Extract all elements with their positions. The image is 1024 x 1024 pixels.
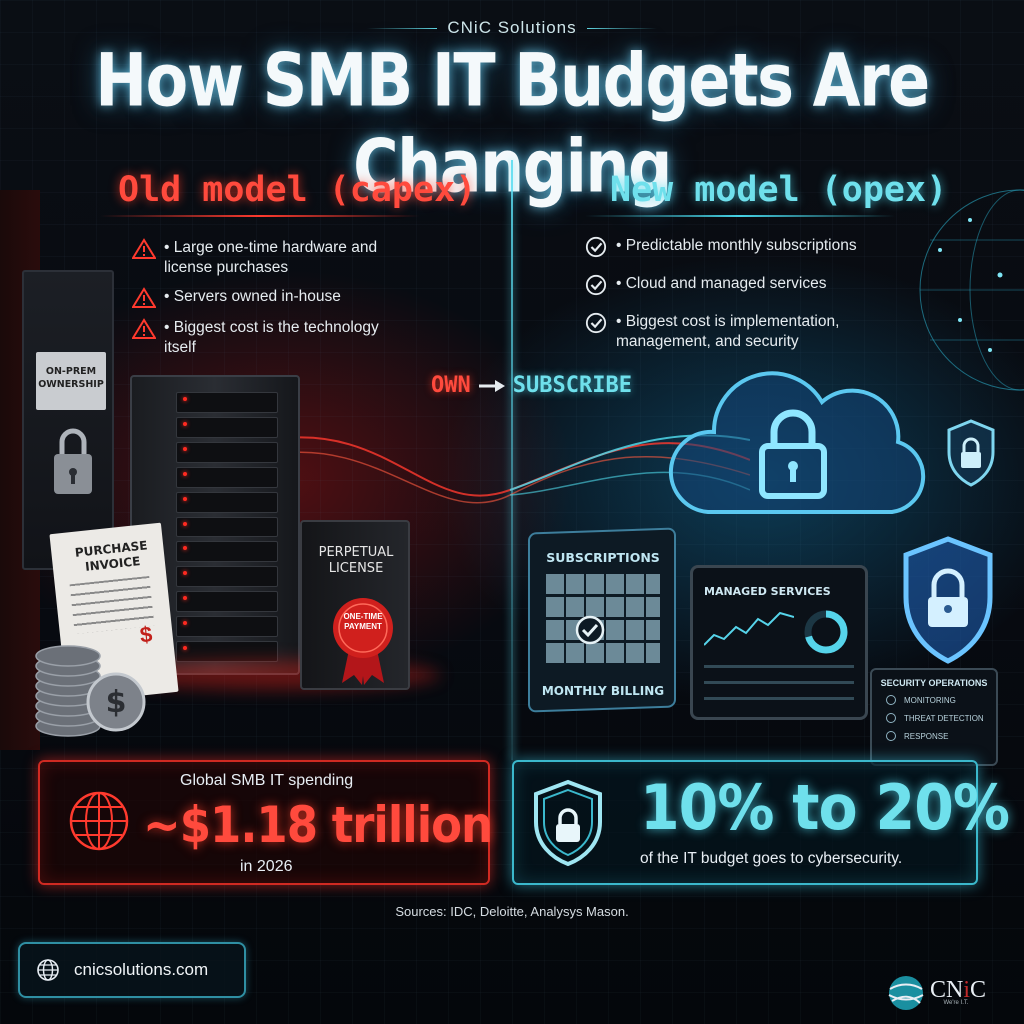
- list-item: • Servers owned in-house: [132, 287, 402, 309]
- center-divider: [511, 160, 513, 760]
- shield-lock-icon: [947, 419, 995, 487]
- spending-label: Global SMB IT spending: [180, 772, 354, 789]
- list-item: • Cloud and managed services: [584, 274, 864, 296]
- security-description: of the IT budget goes to cybersecurity.: [640, 850, 903, 867]
- datacenter-door: [22, 270, 114, 570]
- brand-name: CNiC Solutions: [447, 18, 577, 37]
- new-model-heading: New model (opex): [610, 170, 948, 210]
- spending-stat-card: [38, 760, 490, 885]
- brand-header: CNiC Solutions: [0, 18, 1024, 38]
- globe-network-graphic: [919, 189, 1024, 391]
- response-icon: [886, 731, 896, 741]
- cnic-logo: CNiC We're I.T.: [886, 968, 1008, 1018]
- spending-year: in 2026: [240, 858, 293, 875]
- coins-icon: $: [35, 645, 146, 737]
- security-value: 10% to 20%: [640, 772, 1010, 845]
- subscribe-label: SUBSCRIBE: [512, 373, 632, 398]
- license-label: PERPETUAL LICENSE: [318, 545, 394, 576]
- shield-lock-icon: [903, 536, 993, 664]
- list-item: • Large one-time hardware and license pu…: [132, 238, 402, 278]
- logo-name: CNiC: [930, 977, 987, 1003]
- eye-icon: [886, 695, 896, 705]
- website-link[interactable]: cnicsolutions.com: [18, 942, 246, 998]
- calendar-grid: [546, 574, 660, 664]
- logo-globe-icon: [888, 976, 924, 1010]
- globe-icon: [37, 959, 59, 981]
- calendar-footer: MONTHLY BILLING: [541, 684, 665, 698]
- sources-note: Sources: IDC, Deloitte, Analysys Mason.: [395, 904, 629, 919]
- check-circle-icon: [575, 615, 605, 645]
- secops-title: SECURITY OPERATIONS: [880, 678, 988, 688]
- padlock-icon: [54, 428, 92, 494]
- own-label: OWN: [431, 373, 471, 398]
- dashboard-title: MANAGED SERVICES: [704, 585, 831, 598]
- own-to-subscribe: OWN SUBSCRIBE: [431, 373, 632, 398]
- list-item: • Biggest cost is implementation, manage…: [584, 312, 864, 352]
- list-item: • Biggest cost is the technology itself: [132, 318, 402, 358]
- check-circle-icon: [585, 236, 607, 258]
- list-item: MONITORING: [886, 695, 984, 705]
- svg-text:$: $: [106, 685, 127, 720]
- list-item: RESPONSE: [886, 731, 984, 741]
- logo-tagline: We're I.T.: [943, 1000, 969, 1006]
- ribbon-seal-icon: [333, 598, 393, 685]
- old-model-list: • Large one-time hardware and license pu…: [132, 238, 402, 367]
- security-stat-card: [512, 760, 978, 885]
- website-label: cnicsolutions.com: [74, 960, 209, 979]
- shield-lock-icon: [534, 779, 602, 867]
- new-model-list: • Predictable monthly subscriptions • Cl…: [584, 236, 864, 368]
- new-model-underline: [585, 215, 895, 217]
- globe-icon: [69, 791, 129, 851]
- seal-label: ONE-TIME PAYMENT: [343, 612, 383, 631]
- old-model-underline: [100, 215, 420, 217]
- page-title: How SMB IT Budgets Are Changing: [95, 36, 930, 210]
- spending-value: ~$1.18 trillion: [143, 796, 493, 855]
- list-item: • Predictable monthly subscriptions: [584, 236, 864, 258]
- cloud-lock-icon: [668, 371, 926, 514]
- warning-icon: [132, 318, 156, 339]
- shield-icon: [886, 713, 896, 723]
- line-chart-icon: [704, 611, 794, 646]
- warning-icon: [132, 287, 156, 308]
- secops-list: MONITORING THREAT DETECTION RESPONSE: [886, 695, 984, 749]
- list-item: THREAT DETECTION: [886, 713, 984, 723]
- calendar-title: SUBSCRIPTIONS: [546, 550, 660, 565]
- check-circle-icon: [585, 312, 607, 334]
- door-sign: ON-PREM OWNERSHIP: [36, 352, 106, 410]
- dashboard-rows: [704, 660, 854, 710]
- check-circle-icon: [585, 274, 607, 296]
- donut-chart-icon: [804, 610, 848, 654]
- old-model-heading: Old model (capex): [118, 170, 477, 210]
- arrow-right-icon: [478, 379, 505, 392]
- warning-icon: [132, 238, 156, 259]
- server-drive-bays: [176, 392, 278, 662]
